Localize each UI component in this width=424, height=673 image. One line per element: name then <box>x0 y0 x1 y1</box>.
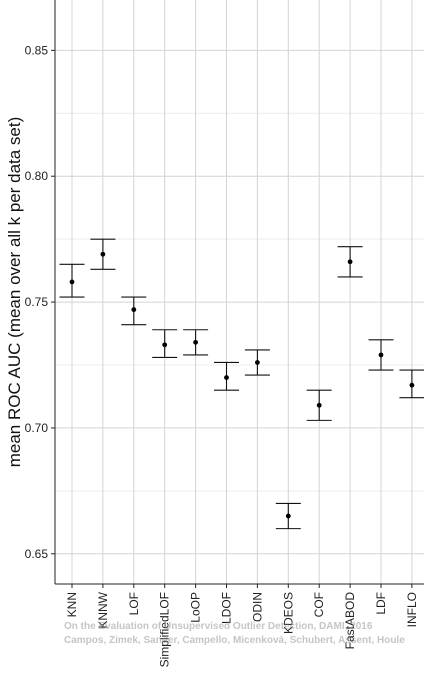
x-tick-label: SimplifiedLOF <box>158 592 172 667</box>
x-tick-label: INFLO <box>405 592 419 627</box>
mean-point <box>162 342 168 348</box>
error-bars <box>59 238 424 530</box>
x-tick-label: KNN <box>65 592 79 617</box>
plot-background <box>55 0 424 584</box>
x-tick-label: COF <box>312 592 326 617</box>
x-tick-label: LDF <box>374 592 388 615</box>
mean-point <box>255 360 260 365</box>
mean-point <box>224 375 229 380</box>
y-tick-label: 0.65 <box>25 547 49 561</box>
y-tick-label: 0.75 <box>25 295 49 309</box>
mean-point <box>69 279 75 285</box>
y-axis-title: mean ROC AUC (mean over all k per data s… <box>5 117 24 468</box>
x-tick-label: FastABOD <box>343 592 357 650</box>
grid <box>55 0 424 584</box>
mean-point <box>285 513 291 519</box>
x-tick-label: LOF <box>127 592 141 615</box>
y-axis-ticks: 0.65 0.70 0.75 0.80 0.85 <box>25 43 55 561</box>
mean-point <box>131 307 137 313</box>
mean-point <box>316 402 322 408</box>
x-tick-label: KDEOS <box>281 592 295 634</box>
x-axis-ticks: KNN KNNW LOF SimplifiedLOF LoOP LDOF ODIN KDEOS… <box>65 584 419 667</box>
mean-point <box>378 352 384 358</box>
x-tick-label: ODIN <box>250 592 264 622</box>
y-tick-label: 0.85 <box>25 43 49 57</box>
mean-point <box>100 251 106 257</box>
y-tick-label: 0.80 <box>25 169 49 183</box>
x-tick-label: LDOF <box>220 592 234 624</box>
x-tick-label: KNNW <box>96 591 110 628</box>
y-tick-label: 0.70 <box>25 421 49 435</box>
mean-point <box>193 339 199 345</box>
x-tick-label: LoOP <box>189 592 203 623</box>
mean-point <box>347 259 353 265</box>
mean-point <box>409 382 415 388</box>
